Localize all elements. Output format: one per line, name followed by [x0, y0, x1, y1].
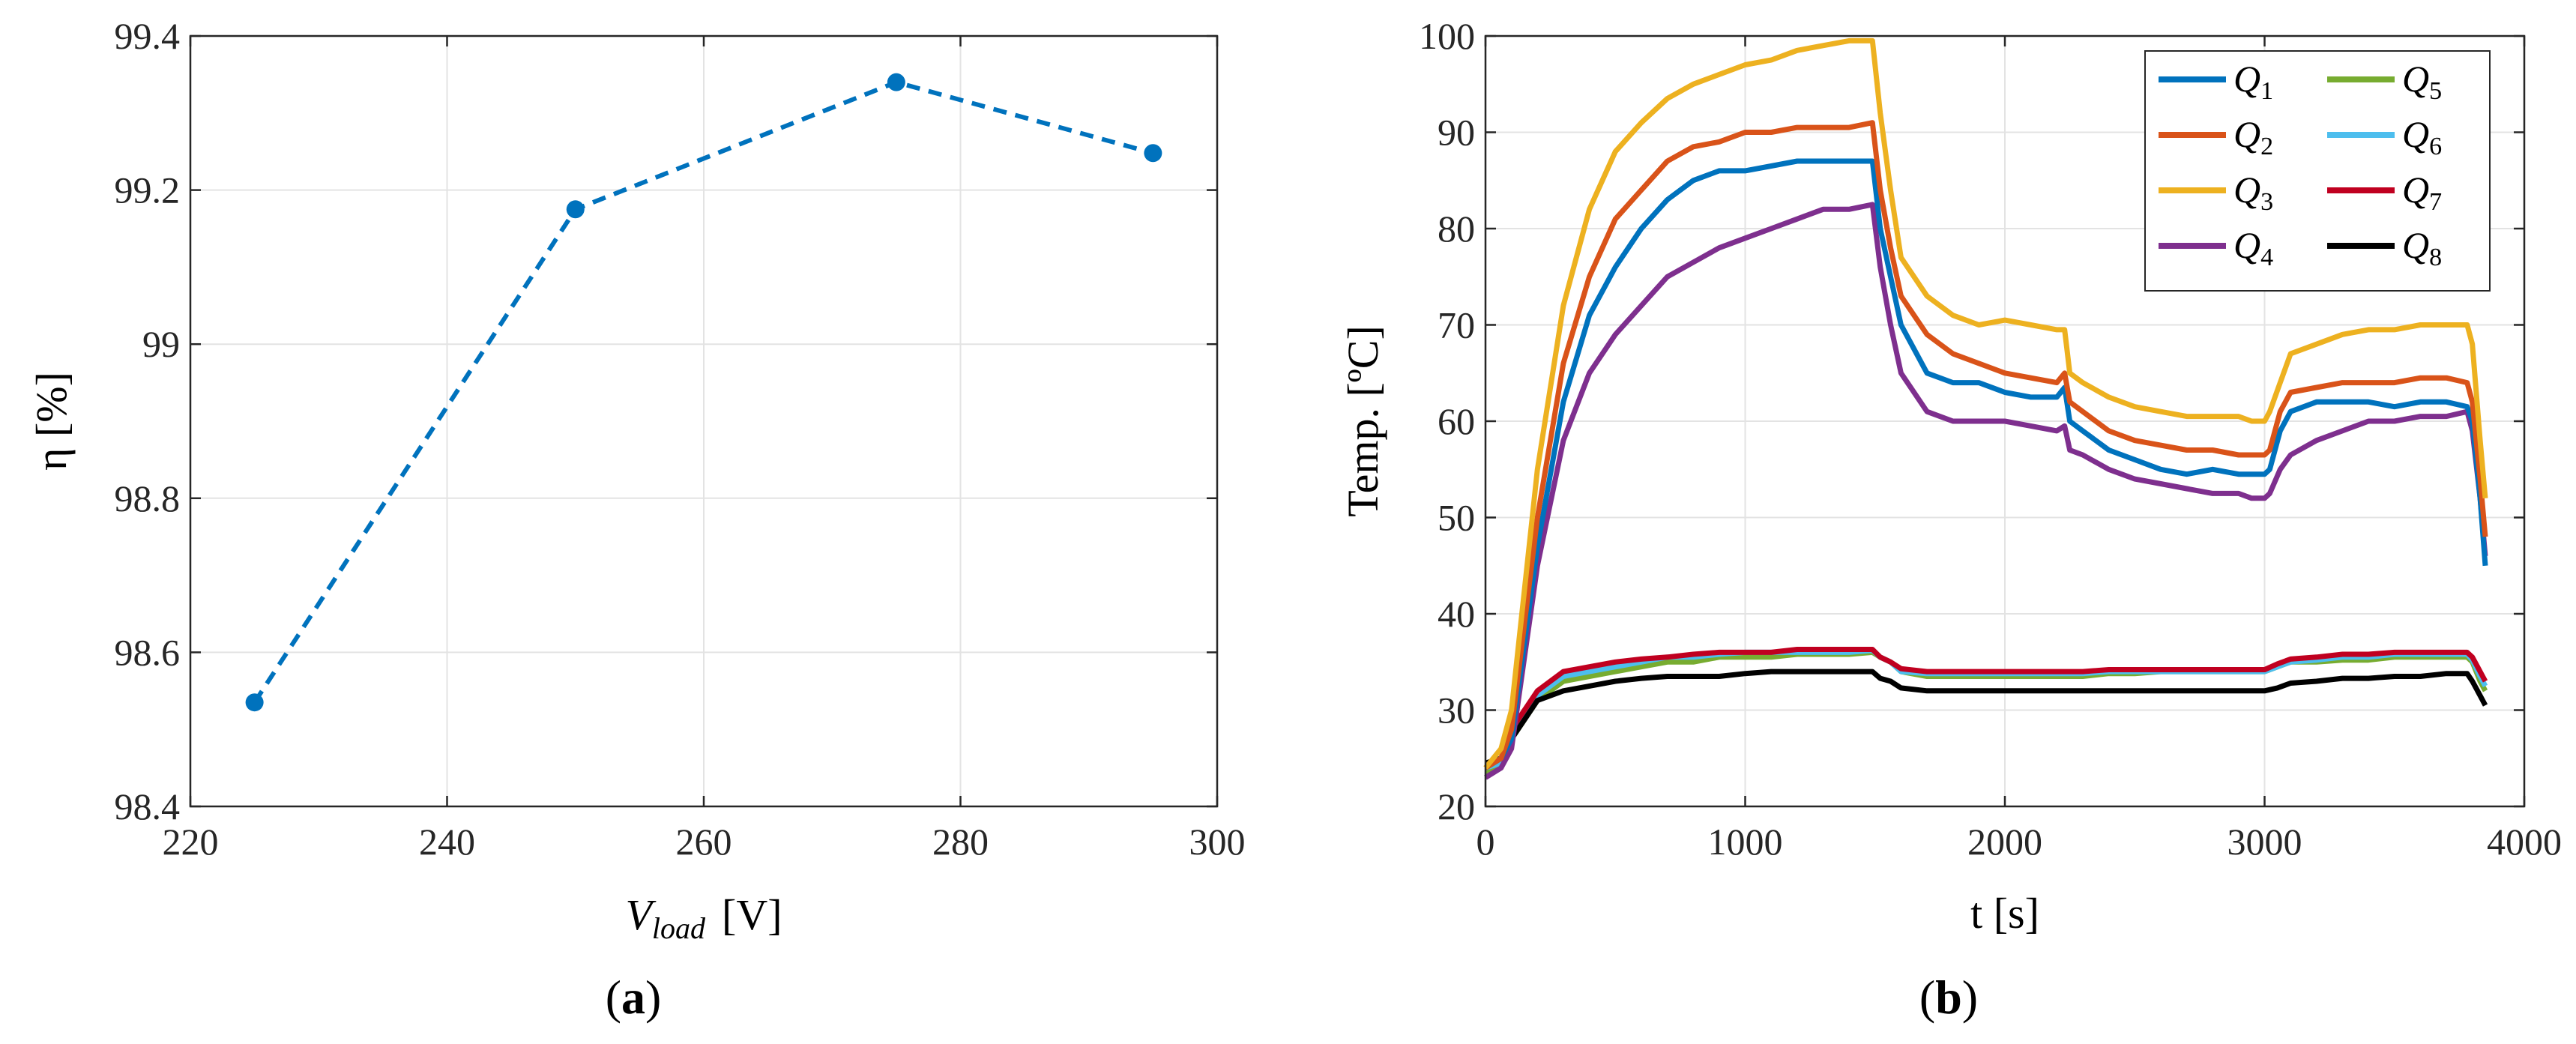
a-xtick-label: 220	[163, 821, 219, 863]
a-ytick-label: 98.4	[115, 785, 181, 827]
legend-label-q5: Q5	[2402, 58, 2442, 105]
legend-label-q8: Q8	[2402, 224, 2442, 271]
efficiency-point	[887, 73, 905, 91]
b-ytick-label: 50	[1438, 497, 1475, 539]
legend-label-q1: Q1	[2233, 58, 2273, 105]
x-axis-label-main-a: V	[625, 890, 657, 939]
temp-line-q4	[1484, 202, 2488, 780]
legend-label-q6: Q6	[2402, 113, 2442, 160]
caption-b-close: )	[1962, 971, 1978, 1024]
temp-line-q3	[1483, 37, 2488, 770]
efficiency-point	[1144, 144, 1162, 163]
efficiency-point	[566, 200, 585, 219]
b-ytick-label: 30	[1438, 690, 1475, 731]
caption-a-open: (	[606, 971, 621, 1024]
a-xtick-label: 280	[932, 821, 989, 863]
x-axis-label-unit-a: [V]	[722, 890, 782, 939]
b-ytick-label: 40	[1438, 593, 1475, 635]
legend-label-main: Q	[2402, 113, 2429, 155]
legend-label-q7: Q7	[2402, 169, 2442, 216]
legend-label-main: Q	[2233, 58, 2260, 100]
caption-b-open: (	[1919, 971, 1935, 1024]
legend-label-sub: 5	[2429, 77, 2442, 105]
grid-a	[190, 36, 1217, 806]
x-axis-label-a: Vload [V]	[625, 890, 782, 945]
a-xtick-label: 240	[419, 821, 475, 863]
series-temperatures	[1483, 37, 2488, 780]
legend-label-main: Q	[2233, 113, 2260, 155]
legend-label-sub: 3	[2260, 188, 2273, 216]
y-axis-label-b: Temp. [ºC]	[1339, 325, 1387, 517]
a-ytick-label: 99.2	[115, 169, 181, 211]
legend-label-sub: 1	[2260, 77, 2273, 105]
legend-label-main: Q	[2233, 169, 2260, 211]
b-xtick-label: 4000	[2487, 821, 2562, 863]
series-efficiency	[245, 73, 1162, 712]
efficiency-point	[245, 693, 264, 712]
b-ytick-label: 100	[1419, 15, 1475, 57]
ticks-a: 220 240 260 280 300 98.4 98.6 98.8 99 99.2 99.4	[115, 15, 1246, 863]
legend-label-sub: 7	[2429, 188, 2442, 216]
legend-label-main: Q	[2233, 224, 2260, 266]
y-axis-label-a: η [%]	[27, 372, 76, 471]
caption-b-letter: b	[1935, 971, 1962, 1024]
a-xtick-label: 300	[1189, 821, 1246, 863]
legend-label-sub: 4	[2260, 244, 2273, 271]
legend-label-main: Q	[2402, 169, 2429, 211]
a-ytick-label: 98.6	[115, 631, 181, 673]
efficiency-chart-panel: 220 240 260 280 300 98.4 98.6 98.8 99 99.2 99.4 η …	[27, 15, 1246, 1024]
temp-line-q5	[1484, 649, 2488, 776]
legend-label-main: Q	[2402, 224, 2429, 266]
b-xtick-label: 3000	[2227, 821, 2302, 863]
temp-line-q2	[1484, 120, 2488, 770]
legend-label-q2: Q2	[2233, 113, 2273, 160]
b-xtick-label: 1000	[1708, 821, 1783, 863]
ticks-b: 0 1000 2000 3000 4000 20 30 40 50 60 70 80 90 100	[1419, 15, 2562, 863]
temperature-chart-panel: 0 1000 2000 3000 4000 20 30 40 50 60 70 80 90 100 Tem…	[1339, 15, 2562, 1024]
temp-line-q7	[1484, 647, 2488, 770]
a-xtick-label: 260	[676, 821, 732, 863]
b-xtick-label: 0	[1476, 821, 1495, 863]
legend-label-main: Q	[2402, 58, 2429, 100]
legend-box	[2144, 50, 2491, 292]
legend-label-q4: Q4	[2233, 224, 2273, 271]
caption-a: (a)	[606, 971, 662, 1024]
temp-line-q8	[1484, 669, 2488, 766]
b-ytick-label: 20	[1438, 785, 1475, 827]
legend-label-sub: 8	[2429, 244, 2442, 271]
legend-label-q3: Q3	[2233, 169, 2273, 216]
legend-label-sub: 2	[2260, 133, 2273, 160]
a-ytick-label: 99.4	[115, 15, 181, 57]
b-ytick-label: 90	[1438, 112, 1475, 154]
caption-b: (b)	[1919, 971, 1978, 1024]
b-xtick-label: 2000	[1967, 821, 2042, 863]
x-axis-label-sub-a: load	[652, 911, 706, 945]
b-ytick-label: 60	[1438, 400, 1475, 442]
caption-a-letter: a	[621, 971, 645, 1024]
caption-a-close: )	[645, 971, 661, 1024]
temp-line-q1	[1484, 158, 2488, 770]
a-ytick-label: 99	[142, 323, 180, 365]
b-ytick-label: 80	[1438, 208, 1475, 250]
b-ytick-label: 70	[1438, 304, 1475, 346]
x-axis-label-b: t [s]	[1970, 889, 2039, 938]
efficiency-line	[253, 79, 1154, 704]
a-ytick-label: 98.8	[115, 477, 181, 519]
legend-label-sub: 6	[2429, 133, 2442, 160]
